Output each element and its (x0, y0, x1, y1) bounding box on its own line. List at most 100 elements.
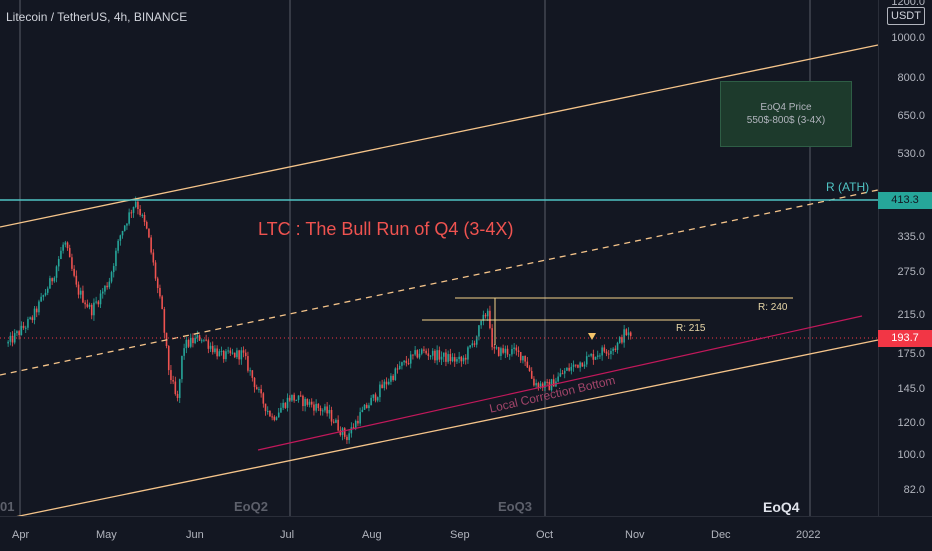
candle-body (530, 371, 533, 379)
candle-body (269, 410, 271, 417)
candle-body (66, 242, 69, 249)
candle-body (302, 395, 304, 407)
candle-body (546, 381, 548, 383)
candle-body (588, 355, 590, 357)
price-tick: 175.0 (897, 348, 925, 360)
candle-body (33, 308, 36, 321)
candle-body (508, 354, 511, 356)
candle-body (566, 367, 568, 371)
candle-body (222, 350, 225, 360)
candle-body (110, 272, 113, 282)
candle-body (471, 343, 474, 346)
candle-body (207, 340, 210, 349)
candle-body (229, 350, 232, 354)
price-axis[interactable]: 1200.0 1000.0 800.0 650.0 530.0 335.0 27… (878, 0, 932, 516)
candle-body (440, 356, 443, 360)
candle-body (478, 325, 480, 337)
candle-body (22, 325, 25, 328)
time-axis[interactable]: Apr May Jun Jul Aug Sep Oct Nov Dec 2022 (0, 516, 932, 551)
candle-body (480, 320, 482, 326)
time-label: Nov (625, 529, 645, 541)
price-tick: 1000.0 (891, 32, 925, 44)
candle-body (390, 375, 392, 382)
candle-body (568, 367, 570, 371)
candle-body (260, 389, 262, 394)
candle-body (161, 296, 163, 310)
candle-body (18, 331, 20, 336)
r240-label: R: 240 (758, 302, 788, 313)
candle-body (627, 332, 630, 336)
candle-body (266, 410, 269, 412)
candle-body (324, 406, 326, 411)
candle-body (286, 397, 289, 408)
candle-body (585, 356, 588, 365)
candle-body (31, 317, 34, 321)
candle-body (537, 383, 540, 388)
candle-body (62, 244, 64, 251)
candle-body (150, 237, 152, 253)
candle-body (359, 412, 361, 424)
candle-body (590, 354, 592, 356)
candle-body (330, 409, 333, 422)
candle-body (449, 354, 452, 362)
candle-body (73, 268, 75, 276)
time-label: Dec (711, 529, 731, 541)
candle-body (117, 240, 119, 251)
candle-body (38, 301, 40, 313)
candle-body (178, 379, 181, 398)
candle-body (172, 380, 174, 382)
candle-body (108, 281, 111, 288)
candle-body (170, 370, 172, 381)
candle-body (522, 355, 524, 361)
candle-body (451, 357, 454, 362)
eoq3-label: EoQ3 (498, 499, 532, 514)
eoq4-label: EoQ4 (763, 499, 800, 515)
candle-body (614, 348, 617, 350)
candle-body (381, 384, 383, 389)
candle-body (387, 381, 390, 385)
candle-body (403, 360, 405, 363)
candle-body (277, 412, 280, 418)
candle-body (442, 352, 445, 357)
eoq4-price-note: EoQ4 Price 550$-800$ (3-4X) (720, 81, 852, 147)
candle-body (407, 363, 410, 365)
candle-body (418, 353, 421, 358)
candle-body (86, 304, 89, 307)
candle-body (130, 212, 133, 214)
candle-body (51, 278, 53, 282)
candle-body (240, 350, 243, 360)
candle-body (238, 350, 240, 360)
candle-body (343, 428, 346, 437)
candle-body (264, 403, 267, 412)
time-label: Apr (12, 529, 30, 541)
chart-headline: LTC : The Bull Run of Q4 (3-4X) (258, 219, 514, 239)
candle-body (93, 302, 95, 316)
candle-body (361, 409, 364, 413)
ath-label: R (ATH) (826, 180, 870, 194)
candle-body (273, 416, 276, 420)
price-tick: 650.0 (897, 110, 925, 122)
time-label: Jun (186, 529, 204, 541)
candle-body (552, 379, 555, 387)
candle-body (489, 310, 491, 329)
ath-price-tag: 413.3 (878, 192, 932, 209)
time-label: Aug (362, 529, 382, 541)
currency-button[interactable]: USDT (887, 7, 925, 25)
note-title: EoQ4 Price (760, 102, 812, 113)
current-price-tag: 193.7 (878, 330, 932, 347)
candle-body (35, 308, 38, 313)
candle-body (594, 356, 597, 360)
candle-body (502, 348, 504, 353)
candle-body (493, 347, 496, 349)
candle-body (64, 242, 67, 245)
candle-body (205, 339, 207, 341)
candle-body (420, 349, 423, 354)
candle-body (71, 257, 73, 269)
candle-body (46, 288, 49, 293)
candle-body (517, 350, 520, 352)
candle-body (363, 404, 366, 410)
candle-body (458, 356, 460, 360)
candle-body (414, 350, 416, 355)
candle-body (143, 214, 146, 223)
